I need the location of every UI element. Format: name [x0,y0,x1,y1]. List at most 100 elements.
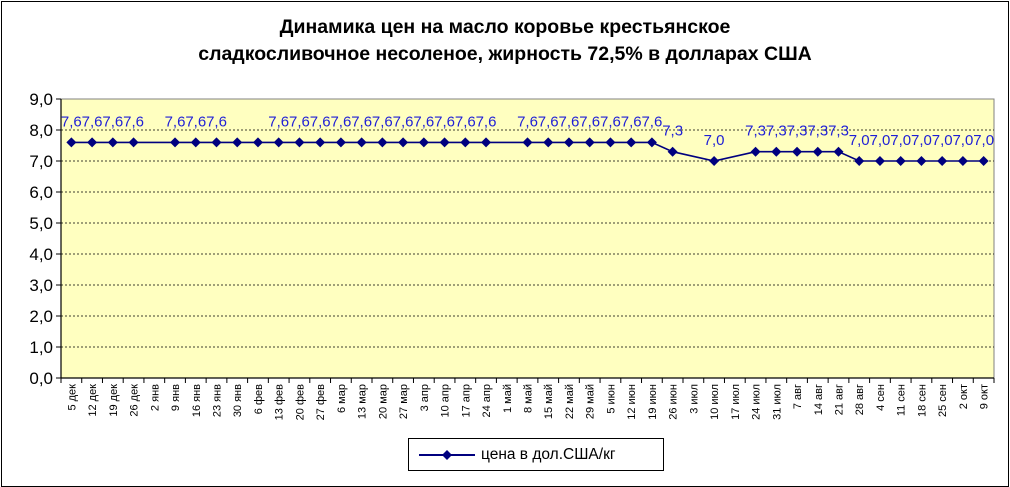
data-label: 7,0 [952,132,973,149]
data-label: 7,6 [123,113,144,130]
data-point [128,137,139,148]
data-point [957,156,968,166]
y-tick-label: 3,0 [29,276,53,295]
data-point [107,137,118,148]
data-point [418,137,429,148]
legend-label: цена в дол.США/кг [481,446,616,463]
data-point [563,137,574,148]
data-label: 7,6 [517,113,538,130]
data-label: 7,0 [890,132,911,149]
y-tick-label: 6,0 [29,183,53,202]
data-point [377,137,388,148]
data-label: 7,6 [413,113,434,130]
data-label: 7,6 [372,113,393,130]
x-tick-label: 24 июл [751,384,763,420]
data-point [460,137,471,148]
data-point [771,146,782,157]
x-tick-label: 20 фев [294,384,306,420]
legend-series-marker [419,450,475,460]
data-point [398,137,409,148]
x-tick-label: 22 май [564,384,576,419]
data-point [605,137,616,148]
data-point [356,137,367,148]
data-label: 7,0 [849,132,870,149]
data-point [667,146,678,157]
data-point [646,137,657,148]
data-label: 7,6 [61,113,82,130]
data-point [522,137,533,148]
x-tick-label: 3 июл [688,384,700,414]
x-tick-label: 2 окт [958,384,970,409]
y-tick-label: 8,0 [29,121,53,140]
x-tick-label: 5 июн [605,384,617,414]
data-label: 7,0 [704,132,725,149]
data-point [874,156,885,166]
x-tick-label: 12 дек [87,384,99,417]
x-tick-label: 6 фев [253,384,265,414]
x-tick-label: 11 сен [896,384,908,416]
data-point [232,137,243,148]
y-tick-label: 4,0 [29,245,53,264]
data-label: 7,6 [330,113,351,130]
x-tick-label: 8 май [523,384,535,413]
data-label: 7,6 [455,113,476,130]
x-tick-label: 23 янв [212,384,224,417]
y-tick-label: 5,0 [29,214,53,233]
data-label: 7,6 [538,113,559,130]
data-label: 7,6 [289,113,310,130]
data-label: 7,6 [559,113,580,130]
data-label: 7,6 [310,113,331,130]
x-tick-label: 30 янв [232,384,244,417]
x-tick-label: 2 янв [149,384,161,411]
data-point [895,156,906,166]
data-point [792,146,803,157]
data-label: 7,3 [828,123,849,140]
data-label: 7,3 [787,123,808,140]
data-label: 7,6 [393,113,414,130]
data-point [66,137,77,148]
x-tick-label: 9 янв [170,384,182,411]
data-point [812,146,823,157]
data-label: 7,0 [973,132,994,149]
data-label: 7,0 [932,132,953,149]
data-label: 7,6 [185,113,206,130]
y-tick-label: 1,0 [29,338,53,357]
data-point [709,156,720,166]
x-tick-label: 19 дек [108,384,120,417]
data-point [584,137,595,148]
x-tick-label: 7 авг [792,384,804,409]
data-label: 7,6 [351,113,372,130]
x-tick-label: 10 апр [440,384,452,417]
x-tick-label: 14 авг [813,384,825,415]
y-tick-label: 2,0 [29,307,53,326]
data-label: 7,6 [621,113,642,130]
data-point [211,137,222,148]
data-point [87,137,98,148]
x-tick-label: 6 мар [336,384,348,413]
x-tick-label: 18 сен [916,384,928,417]
x-tick-label: 3 апр [419,384,431,411]
x-tick-label: 21 авг [834,384,846,415]
x-tick-label: 20 мар [377,384,389,419]
x-tick-label: 1 май [502,384,514,413]
data-point [916,156,927,166]
data-point [439,137,450,148]
x-tick-label: 13 фев [274,384,286,420]
data-label: 7,6 [434,113,455,130]
data-point [170,137,181,148]
data-label: 7,6 [268,113,289,130]
data-point [335,137,346,148]
data-point [481,137,492,148]
x-tick-label: 13 мар [357,384,369,419]
data-label: 7,6 [206,113,227,130]
data-point [626,137,637,148]
data-point [854,156,865,166]
x-tick-label: 19 июн [647,384,659,420]
x-tick-label: 28 авг [854,384,866,415]
data-label: 7,6 [165,113,186,130]
x-tick-label: 17 апр [460,384,472,417]
x-tick-label: 24 апр [481,384,493,417]
data-point [833,146,844,157]
y-tick-label: 9,0 [29,90,53,109]
y-tick-label: 7,0 [29,152,53,171]
